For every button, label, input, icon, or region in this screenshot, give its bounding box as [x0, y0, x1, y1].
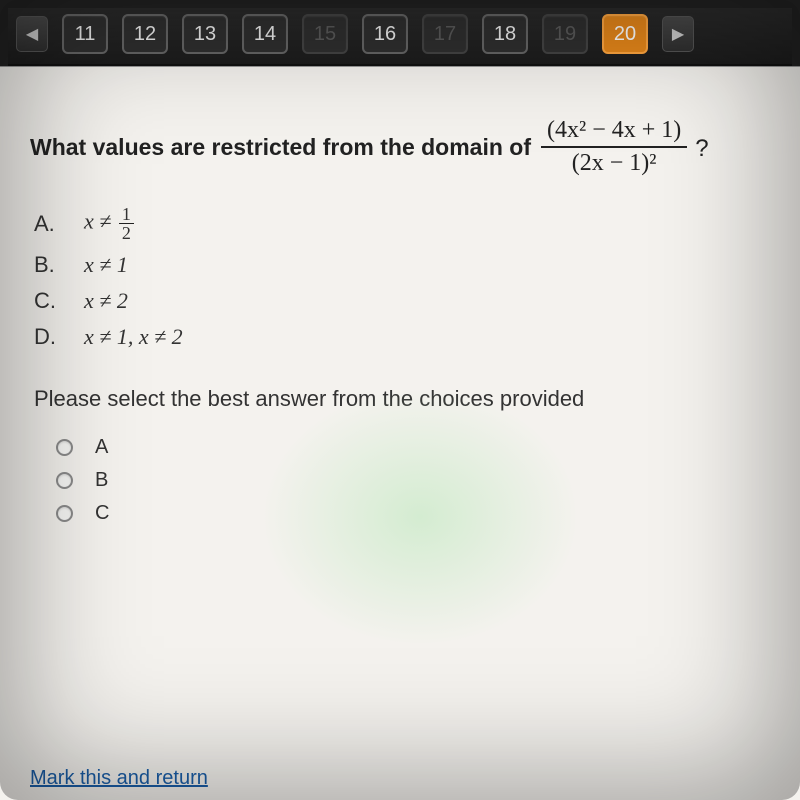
page-button-18[interactable]: 18 — [482, 14, 528, 54]
answer-radio-group: A B C — [56, 436, 770, 525]
choice-letter: C. — [34, 288, 60, 314]
choice-c: C. x ≠ 2 — [34, 288, 770, 314]
choice-value: x ≠ 1 — [84, 252, 128, 278]
page-button-11[interactable]: 11 — [62, 14, 108, 54]
choice-b: B. x ≠ 1 — [34, 252, 770, 278]
question-fraction: (4x² − 4x + 1) (2x − 1)² — [541, 117, 687, 177]
next-icon: ▶ — [672, 24, 684, 44]
prev-icon: ◀ — [26, 24, 38, 44]
radio-label: C — [95, 502, 109, 525]
question-mark: ? — [695, 135, 708, 163]
radio-icon — [56, 505, 73, 522]
choice-letter: D. — [34, 324, 60, 350]
radio-icon — [56, 472, 73, 489]
question-text: What values are restricted from the doma… — [30, 117, 770, 177]
page-button-16[interactable]: 16 — [362, 14, 408, 54]
choice-value: x ≠ 2 — [84, 288, 128, 314]
page-button-19[interactable]: 19 — [542, 14, 588, 54]
page-button-13[interactable]: 13 — [182, 14, 228, 54]
page-button-15[interactable]: 15 — [302, 14, 348, 54]
prev-button[interactable]: ◀ — [16, 16, 48, 52]
choice-a: A. x ≠ 1 2 — [34, 205, 770, 242]
fraction-denominator: (2x − 1)² — [566, 148, 663, 177]
question-stem: What values are restricted from the doma… — [30, 134, 531, 161]
app-window: ◀ 11 12 13 14 15 16 17 18 19 20 ▶ What values are… — [0, 0, 800, 800]
radio-option-b[interactable]: B — [56, 469, 770, 492]
choice-value: x ≠ 1 2 — [84, 205, 134, 242]
choice-value: x ≠ 1, x ≠ 2 — [84, 324, 183, 350]
fraction-numerator: (4x² − 4x + 1) — [541, 117, 687, 148]
instruction-text: Please select the best answer from the c… — [34, 386, 770, 412]
radio-option-a[interactable]: A — [56, 436, 770, 459]
mark-and-return-link[interactable]: Mark this and return — [30, 767, 208, 790]
radio-label: B — [95, 469, 108, 492]
choice-fraction: 1 2 — [119, 205, 134, 242]
question-panel: What values are restricted from the doma… — [0, 66, 800, 800]
radio-option-c[interactable]: C — [56, 502, 770, 525]
choice-d: D. x ≠ 1, x ≠ 2 — [34, 324, 770, 350]
next-button[interactable]: ▶ — [662, 16, 694, 52]
page-button-17[interactable]: 17 — [422, 14, 468, 54]
choice-letter: B. — [34, 252, 60, 278]
choice-letter: A. — [34, 211, 60, 237]
page-button-14[interactable]: 14 — [242, 14, 288, 54]
page-button-20[interactable]: 20 — [602, 14, 648, 54]
page-button-12[interactable]: 12 — [122, 14, 168, 54]
choice-list: A. x ≠ 1 2 B. x ≠ 1 C. x ≠ 2 D. x ≠ — [34, 205, 770, 350]
radio-icon — [56, 439, 73, 456]
pagination-bar: ◀ 11 12 13 14 15 16 17 18 19 20 ▶ — [8, 8, 792, 66]
radio-label: A — [95, 436, 108, 459]
